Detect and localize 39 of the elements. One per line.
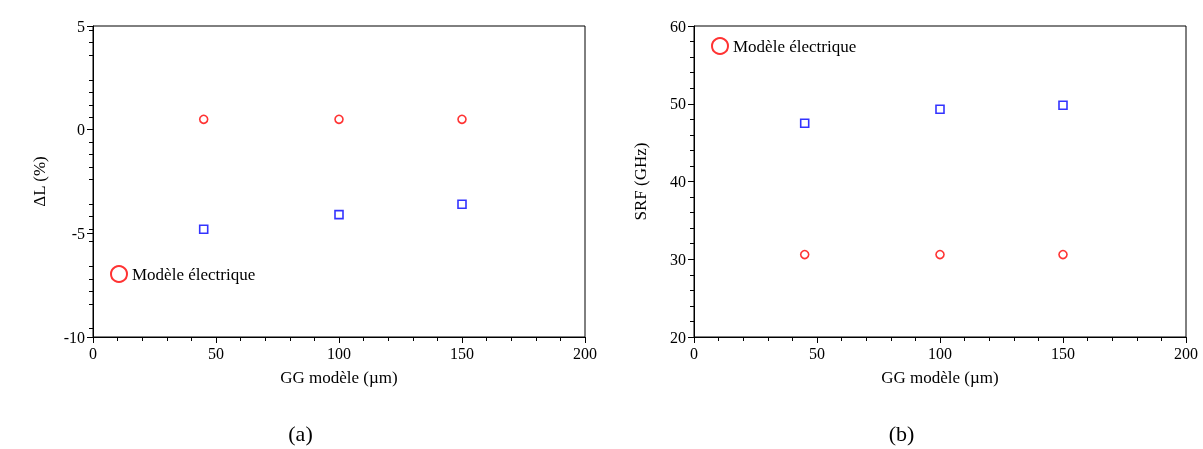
y-tick-label: 30: [670, 250, 686, 268]
x-axis-title: GG modèle (µm): [280, 368, 398, 387]
x-tick-label: 150: [1051, 344, 1075, 362]
point: [799, 249, 810, 260]
point: [334, 209, 344, 220]
x-tick-label: 100: [928, 344, 952, 362]
point: [1058, 100, 1068, 111]
x-tick-label: 200: [1174, 344, 1198, 362]
legend-label: Modèle électrique: [733, 36, 857, 56]
y-tick-label: -5: [71, 224, 85, 242]
point: [198, 114, 209, 125]
x-tick-label: 50: [208, 344, 224, 362]
text: (b): [888, 420, 915, 446]
y-tick-label: 5: [77, 17, 85, 35]
point: [935, 104, 945, 114]
x-tick-label: 100: [327, 344, 351, 362]
y-tick-label: -10: [63, 328, 85, 346]
x-tick-label: 0: [690, 344, 698, 362]
point: [1058, 249, 1068, 260]
legend-label: Modèle électrique: [132, 264, 256, 284]
y-axis-title: ΔL (%): [30, 156, 49, 207]
text: (a): [288, 420, 313, 446]
y-tick-label: 20: [670, 328, 686, 346]
point: [935, 249, 945, 260]
y-tick-label: 50: [670, 95, 686, 113]
x-tick-label: 200: [573, 344, 597, 362]
point: [334, 114, 344, 125]
y-tick-label: 0: [77, 121, 85, 139]
y-tick-label: 40: [670, 173, 686, 190]
x-tick-label: 0: [89, 344, 97, 362]
point: [799, 118, 810, 128]
y-axis-title: SRF (GHz): [631, 142, 650, 221]
point: [457, 199, 467, 210]
point: [457, 114, 467, 125]
x-axis-title: GG modèle (µm): [881, 368, 999, 387]
x-tick-label: 150: [450, 344, 474, 362]
y-tick-label: 60: [670, 17, 686, 35]
x-tick-label: 50: [809, 344, 825, 362]
point: [198, 224, 209, 234]
